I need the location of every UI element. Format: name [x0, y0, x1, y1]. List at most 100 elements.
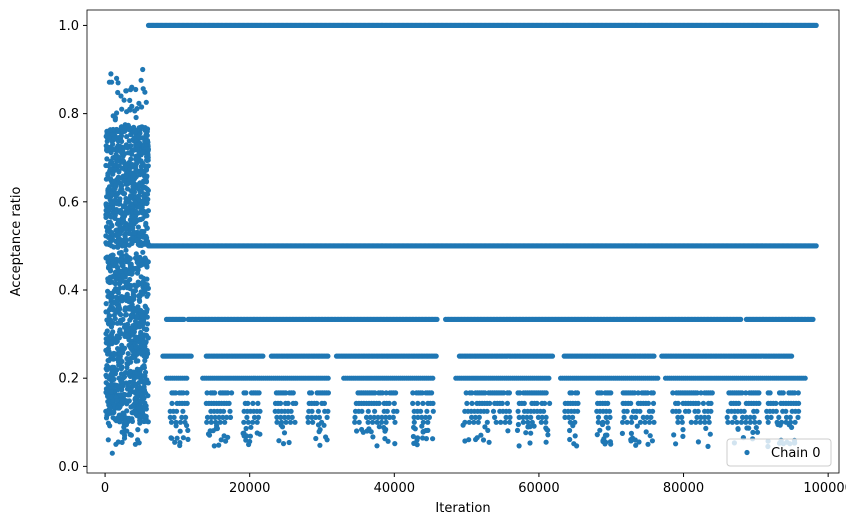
y-tick-label: 0.2 [58, 372, 79, 387]
data-point [281, 430, 288, 436]
data-point [277, 400, 284, 406]
data-point [567, 436, 573, 443]
data-point [505, 428, 511, 434]
data-point [128, 432, 134, 438]
data-point [128, 226, 134, 232]
data-point [142, 413, 148, 419]
data-point [118, 183, 124, 189]
data-point [645, 400, 652, 406]
data-point [628, 438, 634, 444]
data-point [135, 241, 141, 247]
data-point [792, 419, 798, 425]
data-point [506, 390, 512, 396]
data-point [135, 405, 141, 411]
data-point [629, 419, 635, 425]
data-point [245, 400, 251, 406]
data-point [107, 166, 113, 172]
data-point [110, 171, 116, 177]
data-point [464, 400, 470, 406]
data-point [135, 390, 141, 396]
data-point [695, 439, 702, 445]
data-point [751, 414, 757, 420]
data-point [619, 430, 626, 436]
data-point [129, 151, 135, 157]
data-point [430, 408, 436, 414]
data-point [595, 414, 602, 420]
x-tick-label: 20000 [229, 481, 270, 496]
data-point [138, 77, 144, 83]
data-point [651, 353, 657, 359]
data-point [608, 441, 614, 447]
data-point [292, 419, 298, 425]
data-point [121, 97, 127, 103]
data-point [125, 181, 131, 187]
data-point [391, 400, 397, 406]
data-point [247, 433, 253, 439]
data-point [130, 183, 136, 189]
x-tick-label: 60000 [518, 481, 559, 496]
data-point [393, 390, 399, 396]
data-point [145, 196, 151, 202]
data-point [208, 419, 214, 425]
data-point [608, 390, 614, 396]
data-point [314, 400, 320, 406]
data-point [141, 169, 147, 175]
data-point [538, 419, 544, 425]
data-point [650, 400, 657, 406]
data-point [647, 433, 653, 439]
data-point [602, 432, 609, 438]
data-point [118, 277, 124, 283]
data-point [137, 323, 143, 329]
data-point [469, 400, 475, 406]
data-point [117, 327, 123, 333]
data-point [305, 419, 311, 425]
data-point [119, 358, 125, 365]
data-point [606, 408, 613, 414]
data-point [767, 390, 773, 396]
data-point [125, 327, 131, 333]
data-point [143, 179, 150, 185]
data-point [118, 133, 125, 139]
data-point [504, 400, 510, 406]
data-point [754, 429, 761, 435]
data-point [119, 399, 125, 405]
data-point [180, 435, 186, 441]
data-point [223, 438, 229, 444]
data-point [680, 433, 686, 439]
data-point [780, 390, 786, 396]
data-point [753, 425, 759, 431]
data-point [379, 419, 385, 425]
data-point [136, 193, 142, 199]
data-point [729, 419, 736, 425]
data-point [697, 419, 703, 425]
data-point [105, 321, 112, 327]
data-point [122, 418, 128, 424]
data-point [502, 419, 508, 425]
data-point [108, 333, 114, 339]
data-point [111, 135, 117, 141]
data-point [129, 162, 135, 168]
data-point [139, 313, 145, 319]
data-point [113, 418, 119, 424]
data-point [115, 242, 121, 248]
data-point [145, 380, 151, 386]
data-point [103, 202, 109, 208]
data-point [130, 403, 136, 409]
y-tick-label: 0.0 [58, 460, 79, 475]
data-point [575, 400, 581, 406]
data-point [499, 400, 505, 406]
data-point [105, 437, 111, 443]
data-point [229, 390, 235, 396]
data-point [313, 435, 319, 442]
data-point [112, 117, 118, 123]
data-point [131, 294, 137, 300]
data-point [382, 436, 388, 442]
data-point [498, 419, 504, 425]
data-point [394, 408, 400, 414]
data-point [174, 435, 180, 441]
data-point [243, 390, 249, 396]
data-point [796, 400, 802, 406]
data-point [708, 408, 714, 414]
data-point [695, 408, 701, 414]
data-point [183, 414, 189, 420]
